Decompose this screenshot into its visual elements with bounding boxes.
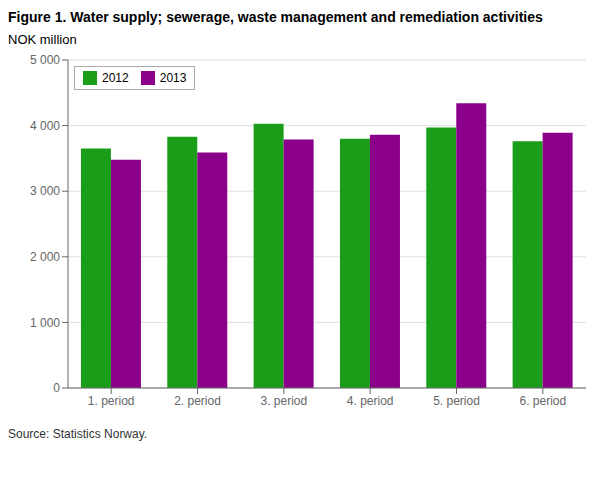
svg-text:3. period: 3. period [260,394,307,408]
html-text:NOK million: NOK million [8,32,77,47]
html-text:2012: 2012 [102,71,129,85]
svg-text:5 000: 5 000 [30,53,60,67]
svg-text:6. period: 6. period [519,394,566,408]
svg-text:1. period: 1. period [88,394,135,408]
svg-text:3 000: 3 000 [30,184,60,198]
svg-text:0: 0 [53,381,60,395]
svg-text:4 000: 4 000 [30,119,60,133]
svg-text:1 000: 1 000 [30,316,60,330]
html-text:Source: Statistics Norway.: Source: Statistics Norway. [8,427,148,441]
html-text:Figure 1. Water supply; sewera: Figure 1. Water supply; sewerage, waste … [8,9,543,25]
svg-text:2 000: 2 000 [30,250,60,264]
svg-text:5. period: 5. period [433,394,480,408]
html-text:2013: 2013 [159,71,187,85]
svg-text:2. period: 2. period [174,394,221,408]
svg-text:4. period: 4. period [347,394,394,408]
